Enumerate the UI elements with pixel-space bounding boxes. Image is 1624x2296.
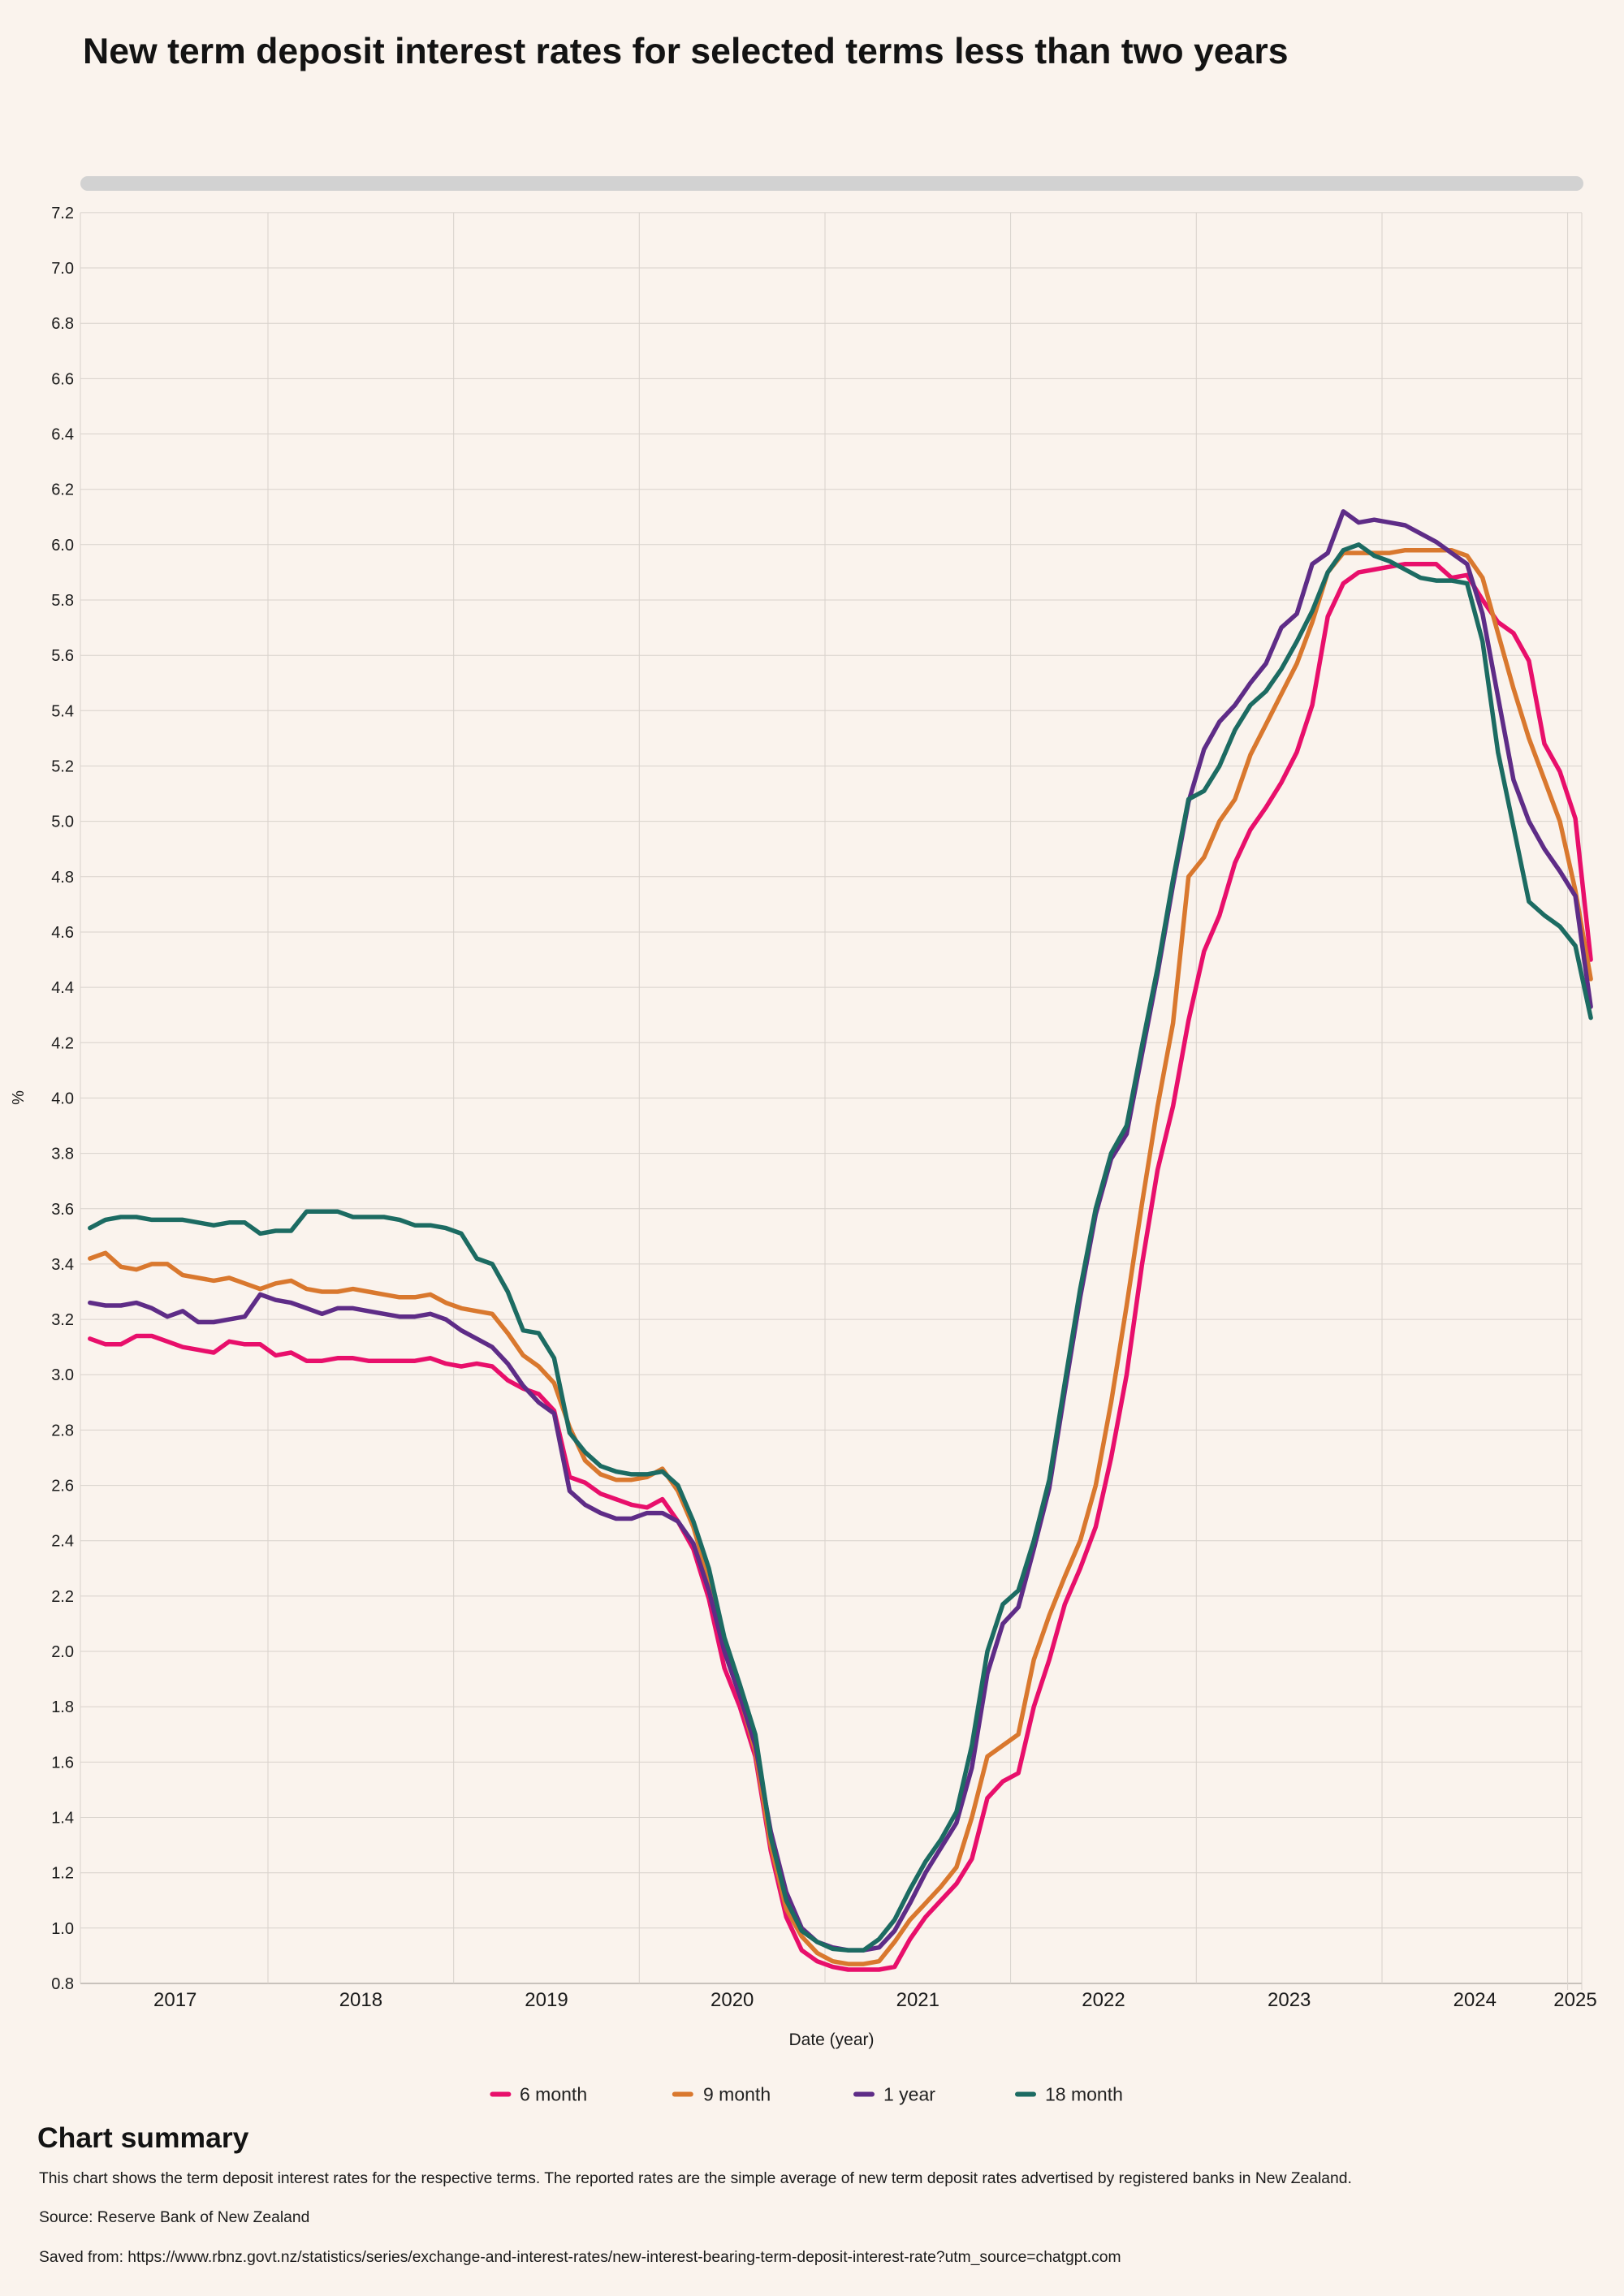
svg-text:Date (year): Date (year): [788, 2031, 874, 2049]
svg-text:6.0: 6.0: [51, 537, 74, 555]
svg-text:2023: 2023: [1268, 1989, 1311, 2011]
svg-text:18 month: 18 month: [1045, 2084, 1123, 2105]
svg-text:5.4: 5.4: [51, 702, 74, 720]
svg-text:2.2: 2.2: [51, 1588, 74, 1606]
svg-text:6.2: 6.2: [51, 481, 74, 499]
svg-text:4.0: 4.0: [51, 1090, 74, 1107]
svg-text:2024: 2024: [1453, 1989, 1497, 2011]
svg-text:5.8: 5.8: [51, 592, 74, 610]
svg-text:2025: 2025: [1553, 1989, 1596, 2011]
svg-text:3.8: 3.8: [51, 1146, 74, 1163]
svg-text:2017: 2017: [153, 1989, 197, 2011]
svg-text:2021: 2021: [896, 1989, 939, 2011]
svg-text:1.2: 1.2: [51, 1865, 74, 1883]
svg-text:4.2: 4.2: [51, 1034, 74, 1052]
svg-text:1.0: 1.0: [51, 1920, 74, 1938]
svg-text:3.2: 3.2: [51, 1311, 74, 1329]
svg-text:5.6: 5.6: [51, 647, 74, 665]
svg-text:0.8: 0.8: [51, 1975, 74, 1993]
svg-text:2022: 2022: [1082, 1989, 1125, 2011]
svg-text:2.6: 2.6: [51, 1478, 74, 1495]
svg-text:3.0: 3.0: [51, 1366, 74, 1384]
svg-text:4.4: 4.4: [51, 979, 74, 997]
svg-text:6.8: 6.8: [51, 315, 74, 333]
svg-text:5.2: 5.2: [51, 758, 74, 776]
svg-text:3.6: 3.6: [51, 1201, 74, 1219]
svg-text:2.4: 2.4: [51, 1533, 74, 1551]
svg-text:4.8: 4.8: [51, 869, 74, 887]
svg-text:1 year: 1 year: [883, 2084, 935, 2105]
svg-text:3.4: 3.4: [51, 1256, 74, 1274]
svg-text:2020: 2020: [710, 1989, 754, 2011]
svg-text:7.0: 7.0: [51, 260, 74, 278]
svg-text:1.8: 1.8: [51, 1698, 74, 1716]
svg-text:7.2: 7.2: [51, 205, 74, 222]
svg-text:1.6: 1.6: [51, 1754, 74, 1772]
svg-text:9 month: 9 month: [703, 2084, 771, 2105]
svg-text:5.0: 5.0: [51, 814, 74, 831]
svg-text:2018: 2018: [339, 1989, 382, 2011]
svg-text:2019: 2019: [525, 1989, 568, 2011]
svg-text:6.6: 6.6: [51, 370, 74, 388]
svg-text:4.6: 4.6: [51, 924, 74, 942]
svg-text:2.8: 2.8: [51, 1422, 74, 1439]
svg-text:1.4: 1.4: [51, 1810, 74, 1828]
svg-text:2.0: 2.0: [51, 1643, 74, 1661]
svg-text:%: %: [10, 1090, 28, 1105]
svg-text:6 month: 6 month: [520, 2084, 587, 2105]
svg-text:6.4: 6.4: [51, 426, 74, 444]
